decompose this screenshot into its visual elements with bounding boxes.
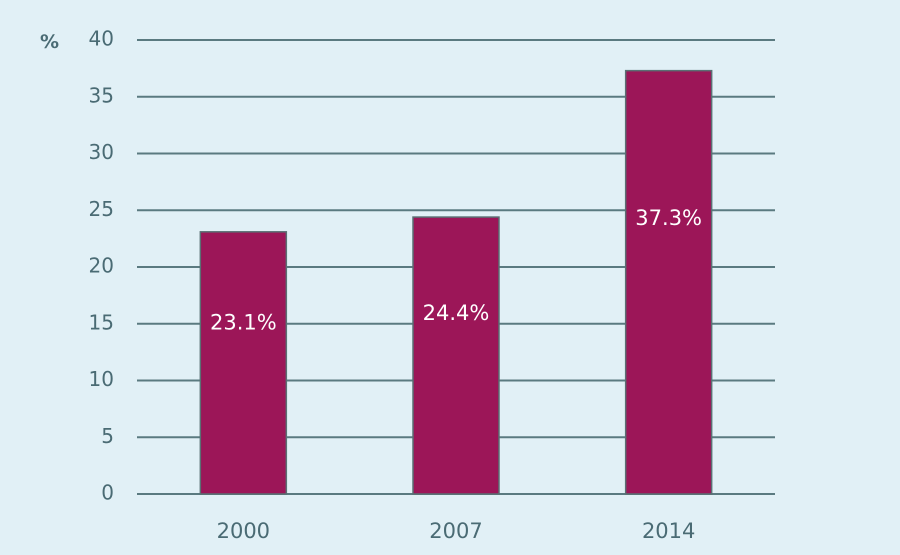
y-tick-label: 25: [89, 197, 114, 221]
y-tick-label: 5: [101, 424, 114, 448]
y-tick-label: 15: [89, 310, 114, 334]
data-label: 23.1%: [210, 311, 277, 335]
y-axis-ticks: 0 5 10 15 20 25 30 35 40: [89, 27, 114, 505]
y-tick-label: 30: [89, 140, 114, 164]
y-tick-label: 0: [101, 481, 114, 505]
y-tick-label: 35: [89, 83, 114, 107]
x-axis-labels: 2000 2007 2014: [217, 519, 696, 543]
x-tick-label: 2014: [642, 519, 695, 543]
x-tick-label: 2000: [217, 519, 270, 543]
y-tick-label: 40: [89, 27, 114, 51]
data-labels: 23.1% 24.4% 37.3%: [210, 206, 702, 335]
bar-2000: [199, 231, 288, 495]
y-tick-label: 10: [89, 367, 114, 391]
bar-2007: [412, 216, 500, 495]
y-tick-label: 20: [89, 254, 114, 278]
y-axis-unit-label: %: [40, 31, 59, 53]
data-label: 37.3%: [635, 206, 702, 230]
data-label: 24.4%: [423, 301, 490, 325]
bar-2014: [624, 69, 713, 495]
x-tick-label: 2007: [429, 519, 482, 543]
bars: [199, 69, 713, 495]
